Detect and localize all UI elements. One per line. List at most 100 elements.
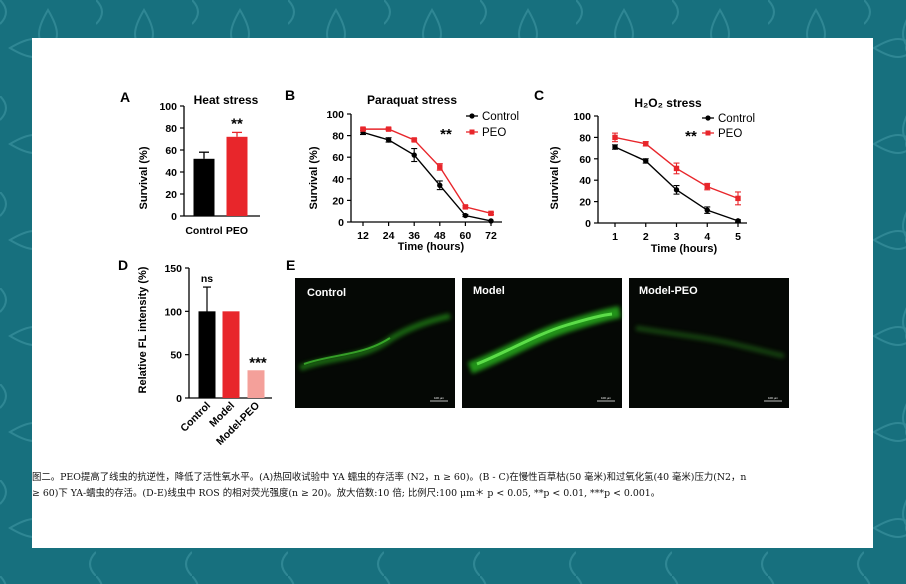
- panel-c-ytick-label: 0: [585, 218, 591, 230]
- panel-c-ytick-label: 100: [573, 111, 591, 123]
- panel-c-plot-area: [612, 132, 741, 224]
- series-line-control: [362, 131, 492, 222]
- bar-control: [198, 311, 216, 398]
- panel-b-ytick-label: 80: [332, 131, 344, 143]
- panel-d-ytick-label: 150: [164, 263, 182, 275]
- point-peo: [735, 195, 741, 202]
- panel-b-legend: Control PEO: [466, 111, 519, 139]
- panel-d-ytick-label: 100: [164, 306, 182, 318]
- point-peo: [462, 204, 469, 210]
- worm-fluorescence: [635, 325, 785, 359]
- point-control: [385, 137, 392, 143]
- legend-control-label: Control: [718, 113, 755, 125]
- panel-c-x-ticks: 1 2 3 4 5: [612, 223, 741, 243]
- figure: A Heat stress Survival (%) 0 20 40 60 80…: [118, 87, 789, 448]
- worm-fluorescence: [298, 313, 451, 371]
- panel-b-xtick-label: 60: [460, 230, 472, 242]
- panel-a-label: A: [120, 89, 130, 105]
- micrograph-control-label: Control: [307, 287, 346, 299]
- panel-d-label: D: [118, 257, 128, 273]
- panel-d-bars: [198, 286, 265, 398]
- panel-d-y-ticks: 0 50 100 150: [164, 263, 189, 405]
- panel-a-bars: [193, 131, 248, 216]
- bar-control: [193, 158, 215, 216]
- panel-d-ytick-label: 0: [176, 393, 182, 405]
- series-line-peo: [363, 128, 492, 215]
- panel-b-ylabel: Survival (%): [308, 146, 320, 209]
- panel-b-ytick-label: 0: [338, 217, 344, 229]
- panel-b-ytick-label: 60: [332, 152, 344, 164]
- panel-a: A Heat stress Survival (%) 0 20 40 60 80…: [120, 89, 260, 237]
- micrograph-model-background: [462, 278, 622, 408]
- panel-b-ytick-label: 100: [326, 109, 344, 121]
- point-peo: [488, 210, 494, 217]
- panel-a-ytick-label: 0: [171, 211, 177, 223]
- caption-line-1: 图二。PEO提高了线虫的抗逆性，降低了活性氧水平。(A)热回收试验中 YA 蠕虫…: [32, 472, 747, 483]
- panel-b-plot-area: [360, 126, 494, 224]
- panel-a-ylabel: Survival (%): [138, 146, 150, 209]
- point-peo: [360, 126, 366, 132]
- panel-a-ytick-label: 60: [165, 145, 177, 157]
- panel-a-ytick-label: 40: [165, 167, 177, 179]
- point-peo: [411, 137, 417, 143]
- micrograph-control-background: [295, 278, 455, 408]
- point-control: [735, 218, 741, 224]
- point-control: [437, 182, 443, 188]
- panel-d: D Relative FL intensity (%) 0 50 100 150…: [118, 257, 272, 448]
- panel-e-label: E: [286, 257, 295, 273]
- point-peo: [437, 164, 443, 170]
- point-peo: [673, 165, 680, 172]
- point-control: [462, 212, 469, 219]
- point-control: [704, 207, 710, 213]
- panel-d-ytick-label: 50: [170, 350, 182, 362]
- panel-a-ytick-label: 80: [165, 123, 177, 135]
- scale-bar-text: 100 μm: [434, 396, 445, 400]
- panel-a-y-ticks: 0 20 40 60 80 100: [159, 101, 184, 223]
- legend-peo-marker: [705, 130, 711, 136]
- point-peo: [385, 126, 392, 132]
- panel-b-label: B: [285, 87, 295, 103]
- panel-c-legend: Control PEO: [702, 113, 755, 140]
- legend-control-marker: [469, 113, 475, 119]
- micrograph-model-peo-background: [629, 278, 789, 408]
- panel-b-significance: **: [440, 126, 452, 143]
- panel-c-xlabel: Time (hours): [651, 243, 718, 255]
- panel-b-xtick-label: 72: [485, 230, 497, 242]
- legend-peo-marker: [469, 129, 475, 135]
- micrograph-model-peo-label: Model-PEO: [639, 285, 698, 297]
- caption-line-2: ≥ 60)下 YA-蠕虫的存活。(D-E)线虫中 ROS 的相对荧光强度(n ≥…: [32, 488, 661, 499]
- panel-c-xtick-label: 2: [643, 231, 649, 243]
- legend-control-label: Control: [482, 111, 519, 123]
- panel-b-y-ticks: 0 20 40 60 80 100: [326, 109, 351, 229]
- worm-highlight: [303, 337, 391, 365]
- panel-a-ytick-label: 20: [165, 189, 177, 201]
- panel-d-category-label: Control: [178, 400, 213, 435]
- legend-peo-label: PEO: [482, 127, 506, 139]
- panel-c-xtick-label: 4: [704, 231, 710, 243]
- figure-card: A Heat stress Survival (%) 0 20 40 60 80…: [32, 38, 873, 548]
- panel-a-category-label: PEO: [226, 225, 248, 237]
- panel-b-xlabel: Time (hours): [398, 241, 465, 253]
- panel-d-x-tick-labels: Control Model Model-PEO: [178, 400, 262, 448]
- legend-peo-label: PEO: [718, 128, 742, 140]
- panel-c-xtick-label: 3: [674, 231, 680, 243]
- panel-b: B Paraquat stress Survival (%) Time (hou…: [285, 87, 519, 253]
- point-control: [612, 144, 618, 150]
- panel-c-ytick-label: 40: [579, 175, 591, 187]
- panel-b-xtick-label: 36: [408, 230, 420, 242]
- point-control: [488, 218, 494, 224]
- panel-c-xtick-label: 1: [612, 231, 618, 243]
- scale-bar-text: 100 μm: [601, 396, 612, 400]
- scale-bar-text: 100 μm: [768, 396, 779, 400]
- panel-d-significance-ns: ns: [201, 273, 213, 285]
- panel-a-title: Heat stress: [194, 93, 259, 107]
- panel-c-title: H₂O₂ stress: [634, 96, 702, 110]
- point-control: [673, 187, 680, 193]
- panel-c-y-ticks: 0 20 40 60 80 100: [573, 111, 598, 230]
- panel-c-xtick-label: 5: [735, 231, 741, 243]
- figure-caption: 图二。PEO提高了线虫的抗逆性，降低了活性氧水平。(A)热回收试验中 YA 蠕虫…: [32, 470, 873, 502]
- panel-b-ytick-label: 20: [332, 195, 344, 207]
- bar-model: [222, 311, 240, 398]
- panel-d-ylabel: Relative FL intensity (%): [137, 266, 149, 393]
- point-control: [411, 152, 417, 158]
